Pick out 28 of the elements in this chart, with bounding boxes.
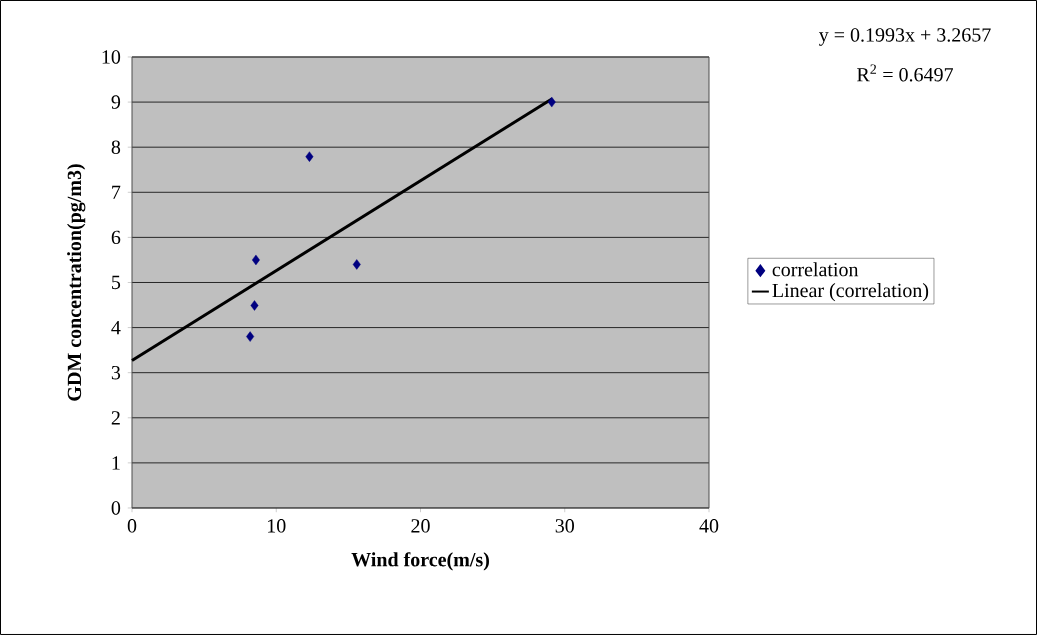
y-axis-title: GDM concentration(pg/m3) — [67, 164, 86, 401]
y-tick-label: 8 — [111, 140, 121, 154]
x-tick-label: 10 — [268, 519, 286, 533]
point — [352, 259, 361, 270]
x-tick-label: 30 — [555, 519, 574, 533]
y-tick-label: 6 — [111, 230, 121, 245]
point — [250, 300, 259, 311]
point — [246, 331, 255, 342]
x-tick-label: 0 — [127, 519, 137, 533]
legend-label: Linear (correlation) — [772, 283, 929, 302]
text: R$^{2}$ = 0.6497 — [857, 64, 953, 82]
x-axis-title: Wind force(m/s) — [351, 552, 489, 571]
y-tick-label: 7 — [112, 185, 121, 199]
point — [251, 254, 260, 266]
y-tick-label: 2 — [111, 411, 120, 425]
y-tick-label: 4 — [111, 320, 121, 335]
text: y = 0.1993x + 3.2657 — [818, 28, 991, 46]
point — [547, 96, 556, 108]
y-tick-label: 5 — [112, 275, 121, 290]
legend-label: correlation — [772, 262, 859, 277]
point — [305, 151, 314, 162]
y-tick-label: 3 — [111, 365, 121, 380]
y-tick-label: 10 — [102, 50, 121, 64]
y-tick-label: 9 — [111, 95, 121, 109]
y-tick-label: 1 — [112, 456, 120, 470]
y-tick-label: 0 — [111, 501, 121, 515]
x-tick-label: 20 — [411, 519, 430, 533]
x-tick-label: 40 — [699, 519, 719, 533]
